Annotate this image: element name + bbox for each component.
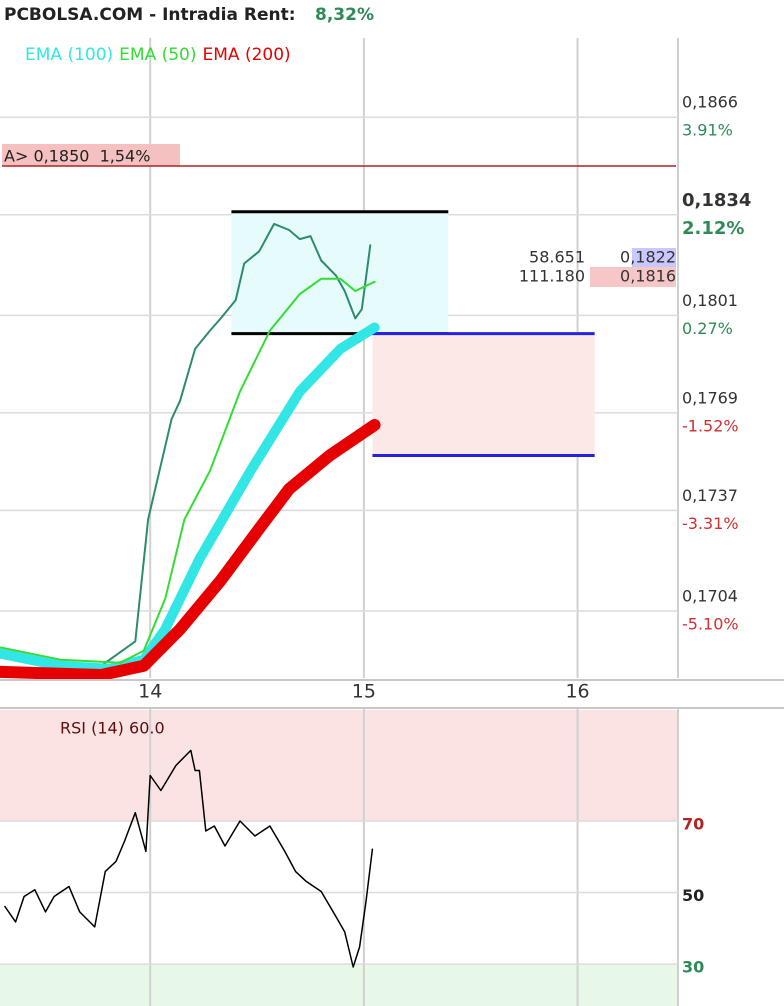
book-volume: 58.651 bbox=[529, 248, 585, 267]
y-tick-label: 70 bbox=[682, 814, 704, 833]
series-line bbox=[0, 277, 376, 664]
zone-band bbox=[0, 710, 678, 821]
alert-label: A> 0,1850 1,54% bbox=[4, 147, 150, 166]
y-tick-label: 0,1866 bbox=[682, 93, 738, 112]
header-return: 8,32% bbox=[315, 5, 374, 25]
y-tick-change: 3.91% bbox=[682, 121, 733, 140]
zone-box bbox=[231, 211, 449, 334]
y-tick-change: -5.10% bbox=[682, 614, 739, 633]
series-line bbox=[0, 322, 380, 674]
zone-box bbox=[372, 333, 595, 456]
x-tick-label: 16 bbox=[565, 681, 589, 703]
y-tick-label: 50 bbox=[682, 886, 704, 905]
zone-band bbox=[0, 964, 678, 1006]
y-tick-label: 0,1704 bbox=[682, 586, 738, 605]
legend-entry: EMA (200) bbox=[203, 45, 291, 65]
x-tick-label: 14 bbox=[138, 681, 162, 703]
book-price-bg bbox=[590, 267, 676, 287]
y-tick-label: 0,1834 bbox=[682, 190, 751, 211]
book-price-bg bbox=[632, 248, 676, 268]
y-tick-label: 0,1769 bbox=[682, 388, 738, 407]
legend-entry: EMA (50) bbox=[119, 45, 196, 65]
book-price: 0,1816 bbox=[620, 267, 676, 286]
y-tick-change: 0.27% bbox=[682, 319, 733, 338]
plot-layer bbox=[0, 38, 679, 1006]
y-tick-label: 0,1801 bbox=[682, 291, 738, 310]
book-price: 0,1822 bbox=[620, 248, 676, 267]
y-tick-change: -3.31% bbox=[682, 514, 739, 533]
header-title: PCBOLSA.COM - Intradia Rent: bbox=[4, 5, 296, 25]
book-volume: 111.180 bbox=[519, 267, 585, 286]
legend-entry: EMA (100) bbox=[25, 45, 113, 65]
panel-title: RSI (14) 60.0 bbox=[60, 719, 165, 738]
y-tick-change: -1.52% bbox=[682, 416, 739, 435]
y-tick-label: 30 bbox=[682, 958, 704, 977]
y-tick-change: 2.12% bbox=[682, 218, 744, 239]
series-line bbox=[0, 419, 381, 681]
y-tick-label: 0,1737 bbox=[682, 486, 738, 505]
series-line bbox=[4, 749, 374, 968]
x-tick-label: 15 bbox=[352, 681, 376, 703]
alert-label-bg bbox=[2, 144, 180, 166]
